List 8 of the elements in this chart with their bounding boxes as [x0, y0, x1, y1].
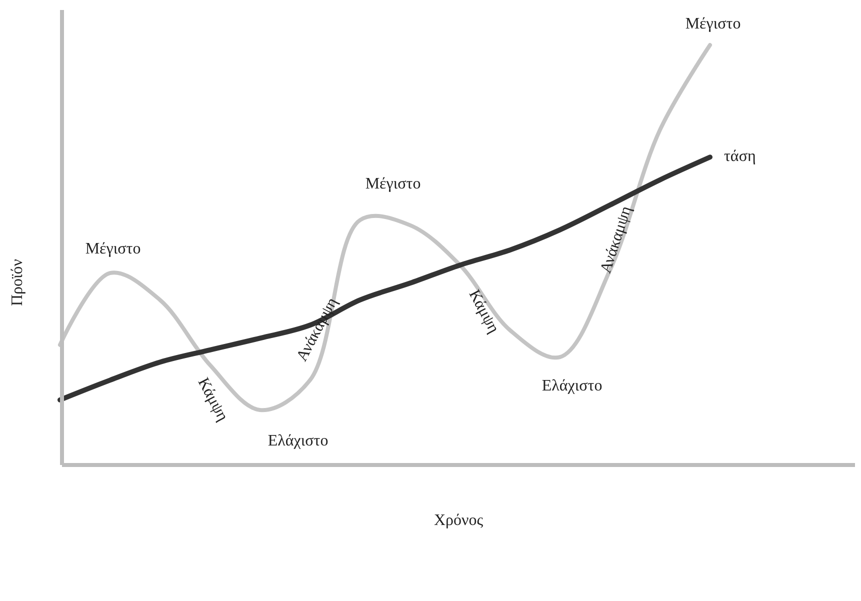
- annotation: Ελάχιστο: [268, 432, 328, 450]
- annotation: Μέγιστο: [365, 176, 421, 193]
- y-axis-title: Προϊόν: [9, 258, 26, 306]
- x-axis-title: Χρόνος: [434, 512, 484, 529]
- text: Μέγιστο: [685, 16, 741, 33]
- annotation: Μέγιστο: [85, 240, 141, 258]
- series-label: τάση: [724, 148, 756, 166]
- annotation: Ελάχιστο: [542, 378, 602, 395]
